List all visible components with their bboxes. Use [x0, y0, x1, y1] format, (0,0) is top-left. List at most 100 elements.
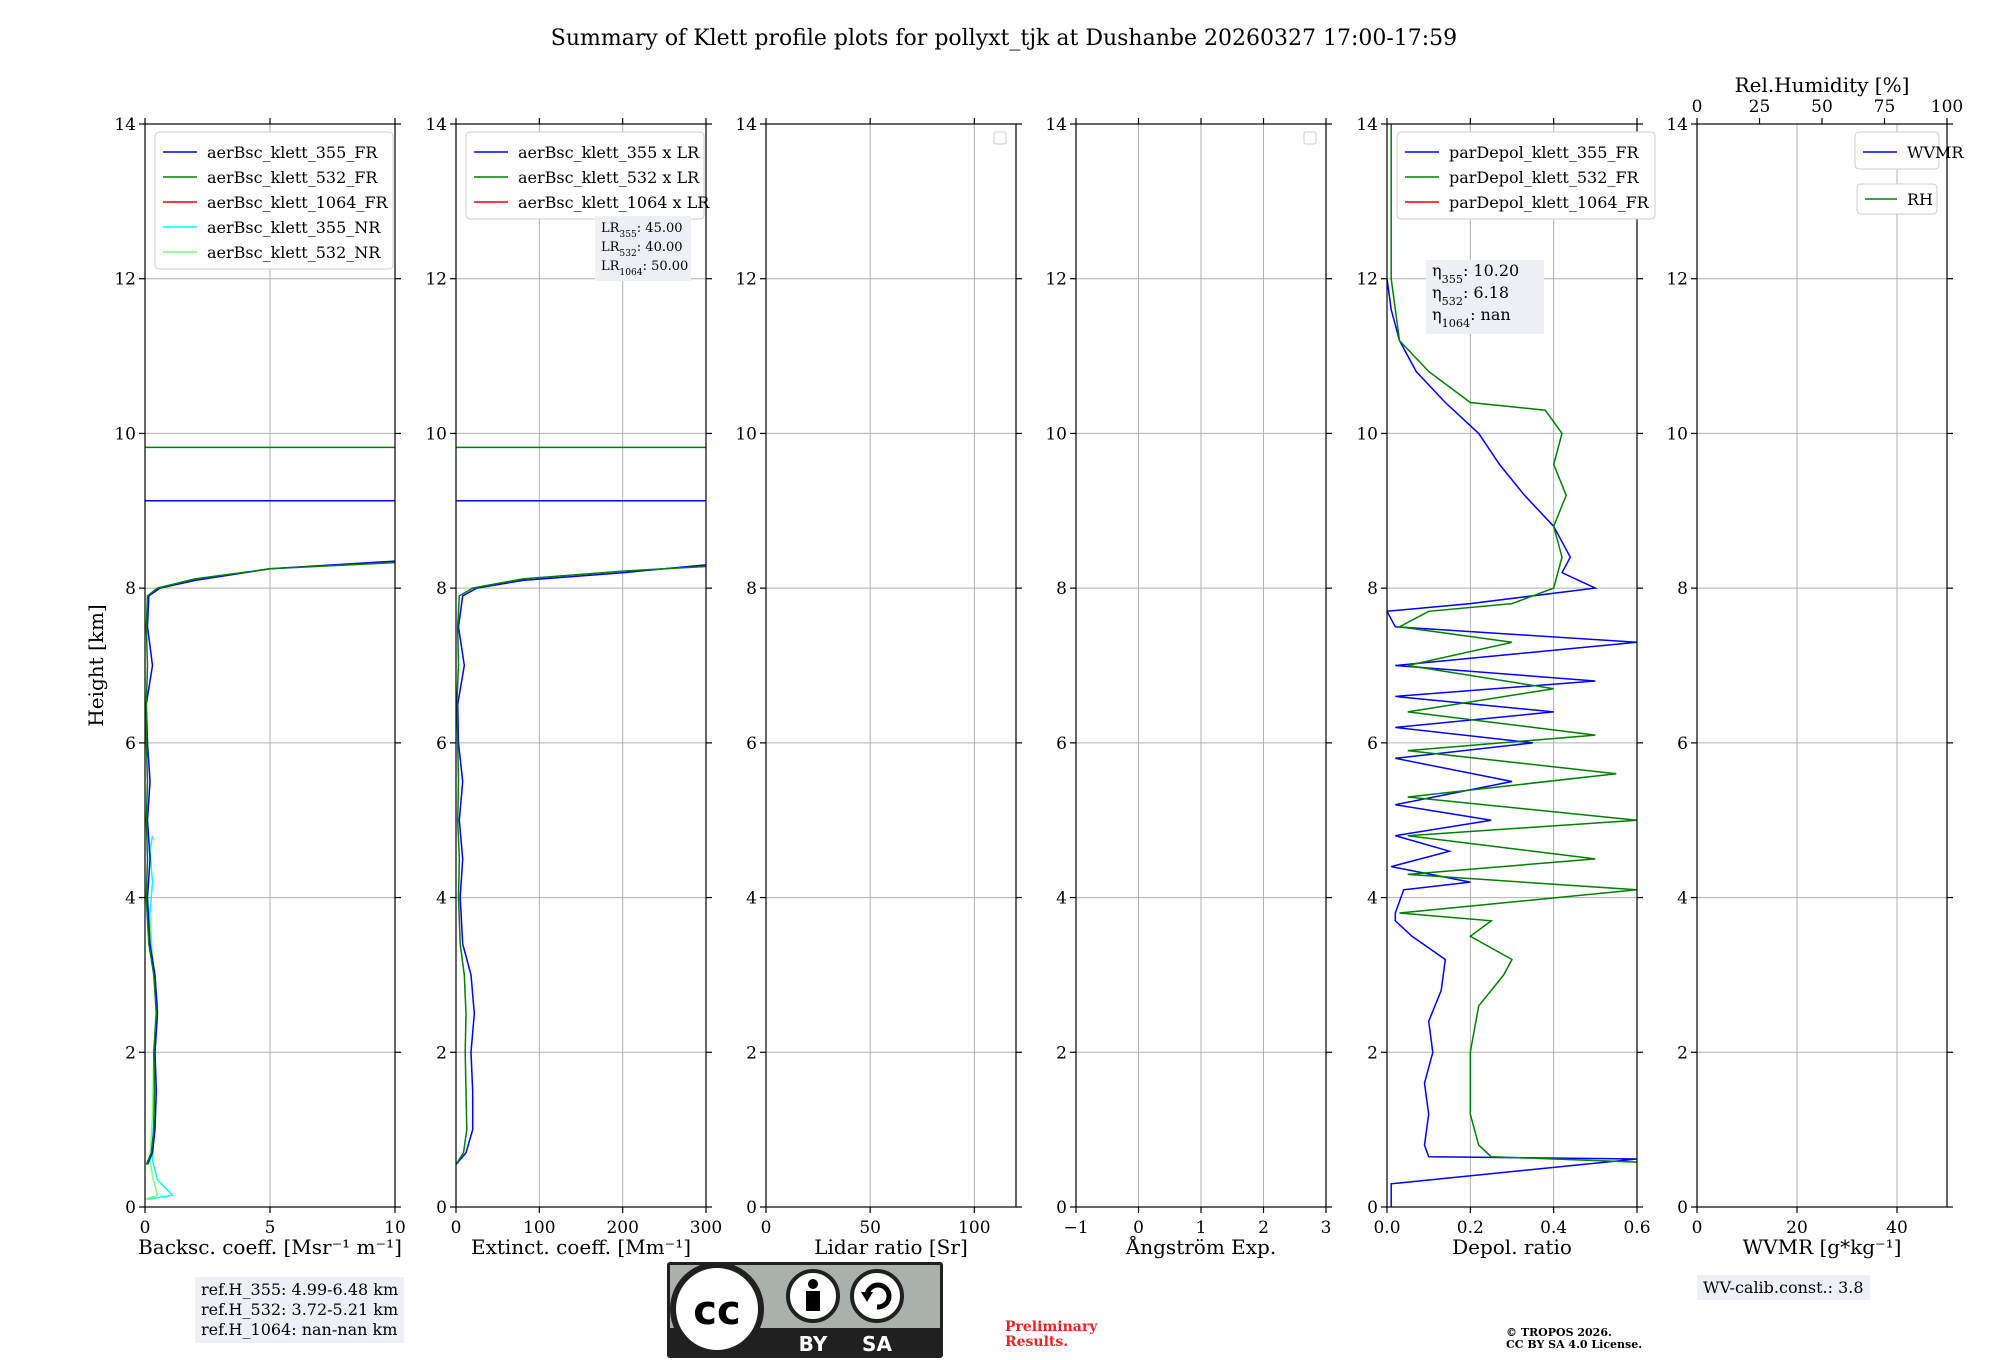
legend-label: aerBsc_klett_1064 x LR [518, 193, 710, 212]
cc-by-sa-logo: cc BY SA [667, 1262, 943, 1358]
y-tick-label: 6 [1677, 734, 1688, 754]
y-tick-label: 12 [1045, 270, 1067, 290]
legend-label: aerBsc_klett_355 x LR [518, 143, 700, 162]
chart-panel-5: 0.0 0.2 0.4 0.6 0 2 4 6 8 10 12 14 Depol. ratio parDe… [1356, 115, 1656, 1259]
chart-panel-3: 0 50 100 0 2 4 6 8 10 12 14 Lidar ratio [Sr] [735, 115, 1022, 1259]
x-axis-label: Lidar ratio [Sr] [814, 1235, 968, 1259]
y-tick-label: 6 [436, 734, 447, 754]
reference-height-355: ref.H_355: 4.99-6.48 km [201, 1280, 399, 1299]
annotation-text: LR532: 40.00 [601, 240, 683, 259]
y-tick-label: 8 [746, 579, 757, 599]
panel-series-group [456, 446, 706, 1165]
top-x-tick-label: 100 [1931, 97, 1963, 117]
y-tick-label: 8 [1367, 579, 1378, 599]
y-tick-label: 12 [1666, 270, 1688, 290]
y-tick-label: 2 [746, 1043, 757, 1063]
y-tick-label: 12 [425, 270, 447, 290]
annotation-text: LR1064: 50.00 [601, 259, 688, 278]
y-tick-label: 10 [425, 424, 447, 444]
x-tick-label: 0 [1692, 1218, 1703, 1238]
x-tick-label: 0 [140, 1218, 151, 1238]
x-tick-label: 1 [1196, 1218, 1207, 1238]
y-tick-label: 10 [1666, 424, 1688, 444]
top-x-tick-label: 50 [1811, 97, 1833, 117]
copyright-line-1: © TROPOS 2026. [1506, 1326, 1612, 1339]
x-tick-label: 2 [1258, 1218, 1269, 1238]
empty-legend-box [993, 131, 1007, 145]
y-tick-label: 8 [1677, 579, 1688, 599]
y-tick-label: 6 [125, 734, 136, 754]
y-tick-label: 2 [1677, 1043, 1688, 1063]
reference-height-1064: ref.H_1064: nan-nan km [201, 1320, 398, 1339]
y-tick-label: 10 [1356, 424, 1378, 444]
legend-label-rh: RH [1907, 190, 1933, 209]
x-tick-label: 40 [1886, 1218, 1908, 1238]
empty-legend-box [1303, 131, 1317, 145]
series-line-parDepol_klett_532_FR [1390, 124, 1637, 1163]
sa-arrow-head-icon [861, 1292, 873, 1302]
y-tick-label: 6 [1056, 734, 1067, 754]
person-head-icon [808, 1279, 818, 1289]
legend-box [1396, 131, 1656, 220]
chart-panel-1: 0 5 10 0 2 4 6 8 10 12 14 Backsc. coeff. [Msr⁻¹ m⁻¹… [84, 115, 406, 1259]
y-tick-label: 10 [735, 424, 757, 444]
y-tick-label: 4 [746, 889, 757, 909]
reference-height-532: ref.H_532: 3.72-5.21 km [201, 1300, 399, 1319]
annotation-text: η532: 6.18 [1432, 283, 1509, 308]
person-body-icon [806, 1291, 820, 1311]
y-tick-label: 2 [1056, 1043, 1067, 1063]
annotation-box [595, 216, 691, 281]
reference-height-box: ref.H_355: 4.99-6.48 km ref.H_532: 3.72-… [195, 1277, 405, 1343]
legend-box [1854, 131, 1940, 170]
x-tick-label: 0.0 [1373, 1218, 1400, 1238]
x-tick-label: 0.4 [1540, 1218, 1567, 1238]
y-tick-label: 10 [114, 424, 136, 444]
x-tick-label: 0.6 [1623, 1218, 1650, 1238]
preliminary-line-2: Results. [1005, 1334, 1069, 1350]
sa-share-alike-icon [850, 1269, 904, 1323]
y-tick-label: 4 [1367, 889, 1378, 909]
wv-calibration-box: WV-calib.const.: 3.8 [1697, 1275, 1870, 1300]
y-tick-label: 2 [125, 1043, 136, 1063]
y-tick-label: 14 [735, 115, 757, 135]
y-tick-label: 6 [1367, 734, 1378, 754]
x-tick-label: −1 [1063, 1218, 1088, 1238]
x-tick-label: 0.2 [1457, 1218, 1484, 1238]
annotation-text: LR355: 45.00 [601, 221, 683, 240]
legend-label: aerBsc_klett_532 x LR [518, 168, 700, 187]
y-tick-label: 0 [746, 1198, 757, 1218]
panel-frame [455, 123, 707, 1208]
chart-panel-2: 0 100 200 300 0 2 4 6 8 10 12 14 Extinct. coeff. [Mm… [425, 115, 722, 1259]
legend-label: aerBsc_klett_532_FR [207, 168, 378, 187]
panel-series-group [145, 446, 395, 1201]
by-label: BY [799, 1332, 828, 1356]
x-tick-label: 50 [859, 1218, 881, 1238]
legend-box [465, 131, 705, 220]
top-x-tick-label: 75 [1874, 97, 1896, 117]
y-tick-label: 8 [125, 579, 136, 599]
preliminary-note: Preliminary Results. [1005, 1320, 1097, 1350]
x-tick-label: 300 [690, 1218, 722, 1238]
panel-frame [765, 123, 1017, 1208]
figure-title: Summary of Klett profile plots for polly… [551, 26, 1457, 51]
series-line-aerBsc_klett_532 x LR [456, 565, 706, 1165]
sa-label: SA [862, 1332, 892, 1356]
x-tick-label: 200 [606, 1218, 638, 1238]
y-tick-label: 0 [125, 1198, 136, 1218]
panel-frame [1696, 123, 1948, 1208]
legend-label: parDepol_klett_532_FR [1449, 168, 1640, 187]
legend-box [154, 131, 394, 270]
x-tick-label: 20 [1786, 1218, 1808, 1238]
series-line-parDepol_klett_355_FR [1387, 278, 1637, 1207]
x-axis-label: Backsc. coeff. [Msr⁻¹ m⁻¹] [138, 1235, 402, 1259]
x-axis-label: Extinct. coeff. [Mm⁻¹] [471, 1235, 691, 1259]
x-tick-label: 100 [523, 1218, 555, 1238]
annotation-text: η1064: nan [1432, 305, 1511, 330]
y-tick-label: 8 [1056, 579, 1067, 599]
top-x-tick-label: 0 [1692, 97, 1703, 117]
y-tick-label: 12 [735, 270, 757, 290]
y-tick-label: 10 [1045, 424, 1067, 444]
chart-panel-6: 0 20 40 0 2 4 6 8 10 12 14 WVMR [g*kg⁻¹] 0 25 50 75 100 R… [1666, 73, 1964, 1259]
sa-arrow-arc-icon [864, 1282, 892, 1310]
